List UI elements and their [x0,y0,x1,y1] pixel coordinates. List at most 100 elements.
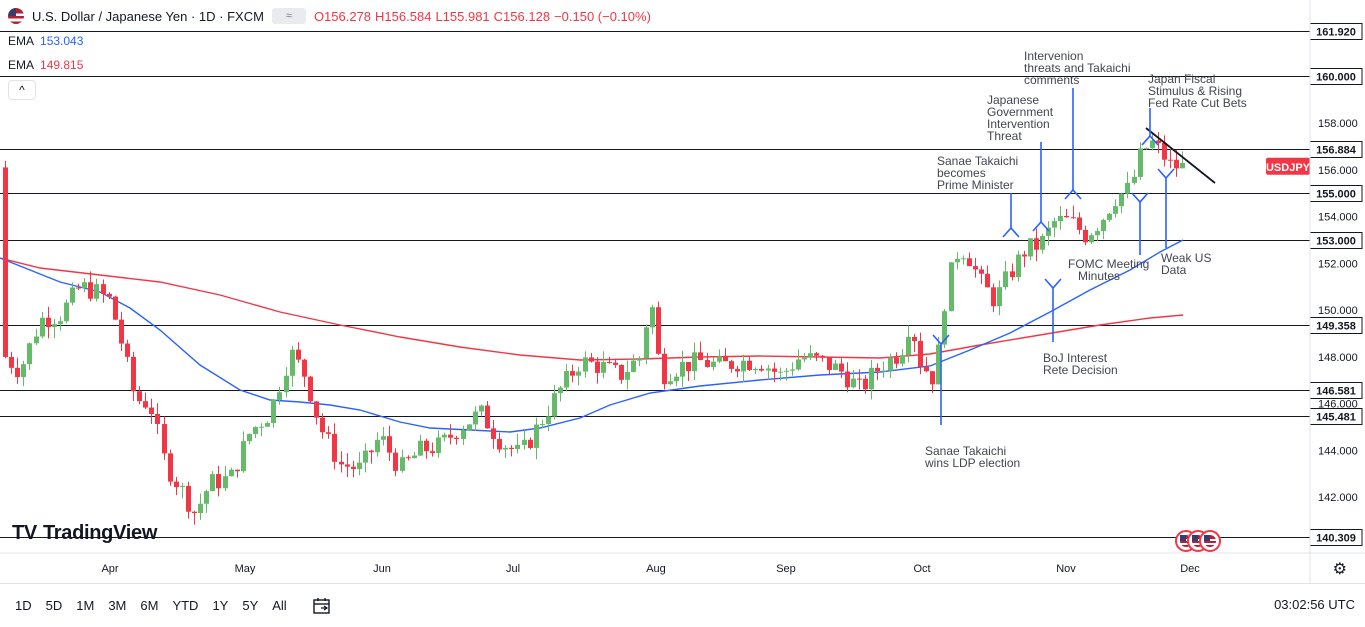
candle-body[interactable] [326,432,331,434]
collapse-legend-button[interactable]: ^ [8,80,36,100]
tradingview-logo[interactable]: TV TradingView [12,522,157,545]
candle-body[interactable] [759,368,764,371]
economic-events-badges[interactable] [1175,530,1221,552]
candle-body[interactable] [400,457,405,471]
candle-body[interactable] [875,367,880,372]
candle-body[interactable] [1003,271,1008,288]
market-status-icon[interactable]: ≈ [271,8,306,24]
candle-body[interactable] [1101,219,1106,232]
annotation-text[interactable]: BoJ Interest Rete Decision [1043,351,1118,377]
candle-body[interactable] [131,356,136,392]
candle-body[interactable] [1022,254,1027,257]
candle-body[interactable] [491,428,496,439]
candle-body[interactable] [308,376,313,402]
candle-body[interactable] [509,447,514,449]
annotation-text[interactable]: Sanae Takaichi wins LDP election [924,444,1020,470]
candle-body[interactable] [1089,235,1094,243]
candle-body[interactable] [448,434,453,438]
utc-clock[interactable]: 03:02:56 UTC [1274,597,1355,612]
candle-body[interactable] [674,376,679,382]
candle-body[interactable] [979,269,984,274]
candle-body[interactable] [259,426,264,428]
candle-body[interactable] [15,367,20,378]
candle-body[interactable] [357,462,362,470]
candle-body[interactable] [107,293,112,297]
candle-body[interactable] [942,311,947,345]
range-5y[interactable]: 5Y [242,598,259,613]
candle-body[interactable] [64,302,69,322]
candle-body[interactable] [711,361,716,367]
candle-body[interactable] [613,362,618,365]
candle-body[interactable] [271,399,276,424]
candle-body[interactable] [363,450,368,463]
candle-body[interactable] [650,307,655,328]
candle-body[interactable] [881,370,886,372]
candle-body[interactable] [644,327,649,359]
candle-body[interactable] [930,371,935,385]
candle-body[interactable] [418,440,423,456]
candle-body[interactable] [692,352,697,372]
candle-body[interactable] [58,321,63,325]
candle-body[interactable] [1052,221,1057,228]
candle-body[interactable] [790,369,795,371]
candle-body[interactable] [1113,206,1118,214]
candle-body[interactable] [485,405,490,429]
candle-body[interactable] [1180,162,1185,169]
candle-body[interactable] [546,416,551,424]
candle-body[interactable] [186,485,191,512]
candle-body[interactable] [1028,238,1033,257]
candle-body[interactable] [1071,217,1076,219]
candle-body[interactable] [680,362,685,377]
candle-body[interactable] [796,359,801,370]
annotation-text[interactable]: Sanae Takaichi becomes Prime Minister [937,154,1018,192]
candle-body[interactable] [540,423,545,425]
candle-body[interactable] [412,455,417,459]
candle-body[interactable] [631,360,636,372]
candle-body[interactable] [82,282,87,289]
us-event-icon[interactable] [1199,530,1221,552]
candle-body[interactable] [88,282,93,299]
candle-body[interactable] [265,423,270,427]
range-6m[interactable]: 6M [140,598,159,613]
candle-body[interactable] [1046,227,1051,236]
range-1m[interactable]: 1M [76,598,95,613]
candle-body[interactable] [1107,213,1112,220]
candle-body[interactable] [808,353,813,358]
candle-body[interactable] [851,378,856,388]
candle-body[interactable] [40,317,45,337]
candle-body[interactable] [637,358,642,361]
candle-body[interactable] [827,357,832,370]
candle-body[interactable] [290,349,295,376]
candle-body[interactable] [406,457,411,459]
candle-body[interactable] [991,287,996,307]
candle-body[interactable] [479,405,484,412]
candle-body[interactable] [149,407,154,415]
candle-body[interactable] [912,336,917,342]
candle-body[interactable] [668,381,673,385]
candle-body[interactable] [101,284,106,294]
candle-body[interactable] [94,284,99,299]
candle-body[interactable] [284,375,289,393]
candle-body[interactable] [753,368,758,371]
candle-body[interactable] [339,461,344,465]
candle-body[interactable] [833,363,838,370]
calendar-range-icon[interactable] [312,597,332,615]
candle-body[interactable] [686,362,691,372]
candle-body[interactable] [1016,254,1021,278]
candle-body[interactable] [320,417,325,433]
candle-body[interactable] [857,378,862,380]
candle-body[interactable] [558,387,563,394]
candle-body[interactable] [216,474,221,489]
candle-body[interactable] [442,434,447,438]
candle-body[interactable] [34,336,39,344]
candle-body[interactable] [1119,193,1124,207]
candle-body[interactable] [656,307,661,354]
candle-body[interactable] [381,436,386,440]
candle-body[interactable] [772,368,777,372]
candle-body[interactable] [424,440,429,452]
candle-body[interactable] [76,287,81,289]
candle-body[interactable] [705,360,710,367]
candle-body[interactable] [698,352,703,361]
candle-body[interactable] [21,364,26,378]
candle-body[interactable] [70,287,75,303]
